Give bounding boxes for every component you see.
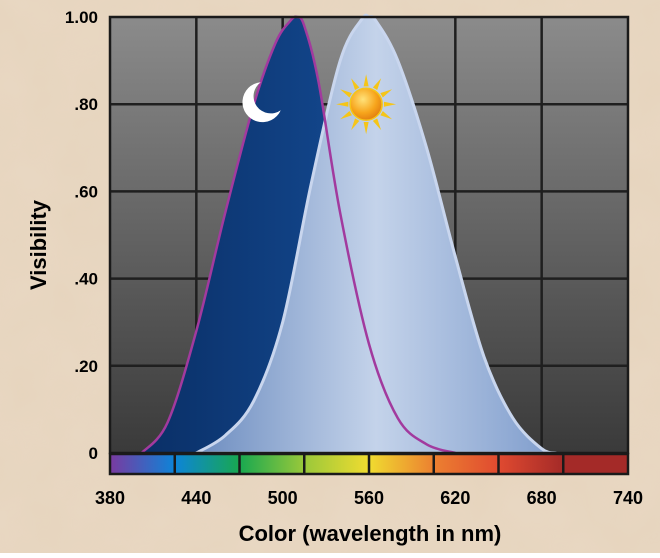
y-axis-label: Visibility [26,199,51,290]
x-tick-label: 380 [95,488,125,508]
x-axis-ticks: 380 440 500 560 620 680 740 [95,488,643,508]
crescent-moon-icon [242,82,281,123]
color-bar-segment [433,454,499,474]
x-axis-label: Color (wavelength in nm) [239,521,502,546]
sun-icon [336,74,397,135]
color-bar-segment [563,454,628,474]
color-bar-segment [498,454,564,474]
color-bar-segment [369,454,434,474]
y-tick-label: 1.00 [65,8,98,27]
color-spectrum-bar [108,452,630,476]
y-axis-ticks: 0 .20 .40 .60 .80 1.00 [65,8,98,463]
color-bar-segment [110,454,175,474]
y-tick-label: .20 [74,357,98,376]
color-bar-border [108,452,630,476]
icon-layer [242,74,397,135]
y-tick-label: .40 [74,270,98,289]
color-bar-segment [239,454,305,474]
night-vision-area [141,16,456,454]
color-bar-segment [304,454,369,474]
x-tick-label: 500 [268,488,298,508]
x-tick-label: 680 [527,488,557,508]
x-tick-label: 560 [354,488,384,508]
y-tick-label: .60 [74,182,98,201]
x-tick-label: 440 [181,488,211,508]
color-bar-segment [174,454,240,474]
y-tick-label: .80 [74,95,98,114]
x-tick-label: 620 [440,488,470,508]
y-tick-label: 0 [89,444,98,463]
x-tick-label: 740 [613,488,643,508]
